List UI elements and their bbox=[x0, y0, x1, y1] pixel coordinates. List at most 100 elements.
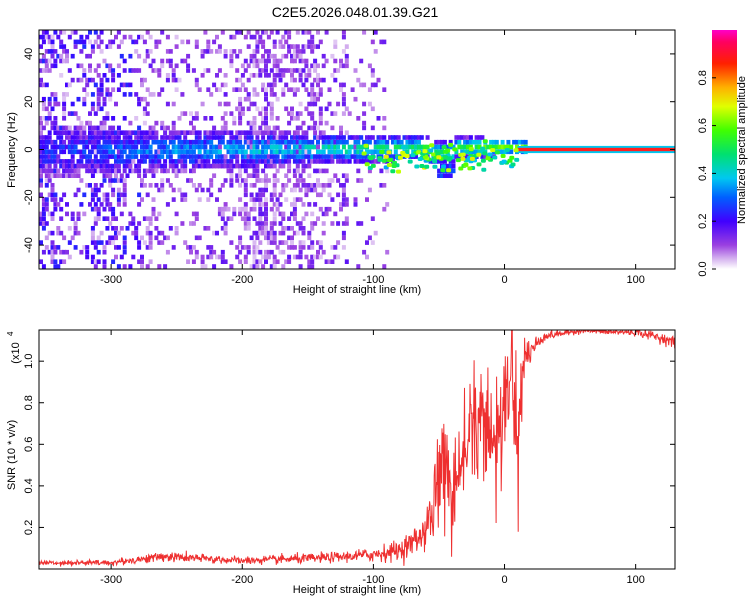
spectrogram-cell bbox=[200, 254, 205, 260]
spectrogram-cell bbox=[474, 139, 479, 145]
spectrogram-cell bbox=[359, 82, 364, 88]
snr-y-tick-label-1: 0.4 bbox=[23, 478, 35, 493]
spectrogram-cell bbox=[284, 30, 289, 35]
spectrogram-cell bbox=[252, 259, 257, 264]
spectrogram-cell bbox=[183, 149, 188, 155]
spectrogram-cell bbox=[73, 135, 78, 140]
spectrogram-cell bbox=[111, 39, 116, 45]
spectrogram-cell bbox=[53, 197, 58, 202]
spectrogram-cell bbox=[330, 144, 335, 150]
spectrogram-cell bbox=[90, 187, 95, 193]
spectrogram-cell bbox=[428, 148, 434, 153]
spectrogram-cell bbox=[445, 144, 450, 150]
spectrogram-cell bbox=[243, 211, 248, 217]
spectrogram-cell bbox=[88, 183, 92, 188]
spectrogram-cell bbox=[284, 240, 289, 245]
spectrogram-cell bbox=[142, 240, 147, 245]
spectrogram-cell bbox=[313, 144, 318, 150]
spectrogram-cell bbox=[160, 87, 165, 92]
spectrogram-cell bbox=[160, 183, 165, 188]
spectrogram-cell bbox=[223, 120, 228, 126]
spectrogram-cell bbox=[88, 125, 92, 131]
spectrogram-cell bbox=[316, 73, 320, 78]
spectrogram-cell bbox=[463, 139, 468, 145]
spectrogram-cell bbox=[341, 173, 346, 178]
spectrogram-cell bbox=[154, 168, 159, 174]
spectrogram-cell bbox=[111, 163, 116, 169]
spectrogram-cell bbox=[226, 216, 231, 221]
spectrogram-cell bbox=[56, 101, 61, 107]
spectrogram-cell bbox=[341, 183, 346, 188]
spectrogram-cell bbox=[203, 68, 208, 73]
spectrogram-cell bbox=[116, 87, 121, 92]
spectrogram-cell bbox=[356, 264, 361, 269]
spectrogram-cell bbox=[39, 259, 43, 264]
spectrogram-cell bbox=[318, 183, 323, 188]
spectrogram-cell bbox=[307, 187, 312, 193]
spectrogram-cell bbox=[359, 135, 364, 140]
spectrogram-cell bbox=[114, 163, 118, 169]
spectrogram-cell bbox=[148, 130, 153, 135]
spectrogram-cell bbox=[114, 178, 118, 183]
spectrogram-cell bbox=[189, 159, 193, 164]
spectrogram-cell bbox=[44, 159, 49, 164]
spectrogram-cell bbox=[232, 116, 237, 121]
spectrogram-cell bbox=[362, 159, 367, 164]
spectrogram-cell bbox=[362, 101, 367, 107]
spectrogram-cell bbox=[336, 68, 341, 73]
spectrogram-cell bbox=[99, 163, 104, 169]
spectrogram-cell bbox=[229, 163, 234, 169]
spectrogram-cell bbox=[122, 178, 127, 183]
spectrogram-cell bbox=[41, 68, 46, 73]
spectrogram-cell bbox=[316, 192, 320, 198]
spectrogram-cell bbox=[318, 92, 323, 97]
spectrogram-cell bbox=[246, 216, 251, 221]
spectrogram-cell bbox=[252, 139, 257, 145]
spectrogram-cell bbox=[70, 159, 75, 164]
spectrogram-cell bbox=[321, 221, 326, 226]
spectrogram-cell bbox=[85, 254, 90, 260]
spectrogram-cell bbox=[116, 202, 121, 207]
spectrogram-cell bbox=[65, 202, 69, 207]
spectrogram-cell bbox=[160, 240, 165, 245]
spectrogram-cell bbox=[41, 154, 46, 159]
spectrogram-cell bbox=[108, 63, 113, 69]
spectrogram-cell bbox=[105, 192, 110, 198]
spectrogram-cell bbox=[275, 159, 280, 164]
spectrogram-cell bbox=[191, 183, 196, 188]
spectrogram-cell bbox=[292, 44, 297, 49]
spectrogram-cell bbox=[65, 173, 69, 178]
spectrogram-cell bbox=[353, 96, 358, 102]
spectrogram-cell bbox=[99, 154, 104, 159]
spectrogram-cell bbox=[310, 49, 315, 54]
spectrogram-cell bbox=[272, 183, 277, 188]
spectrogram-cell bbox=[53, 30, 58, 35]
spectrogram-cell bbox=[339, 63, 343, 69]
spectrogram-cell bbox=[281, 216, 286, 221]
spectrogram-cell bbox=[240, 216, 245, 221]
spectrogram-cell bbox=[269, 163, 274, 169]
spectrogram-cell bbox=[151, 173, 156, 178]
spectrogram-cell bbox=[122, 202, 127, 207]
spectrogram-cell bbox=[301, 183, 306, 188]
spectrogram-cell bbox=[261, 230, 266, 236]
spectrogram-cell bbox=[486, 144, 491, 150]
spectrogram-cell bbox=[362, 249, 367, 255]
spectrogram-cell bbox=[53, 264, 58, 269]
spectrogram-cell bbox=[145, 130, 150, 135]
spectrogram-cell bbox=[411, 149, 416, 155]
spectrogram-cell bbox=[341, 221, 346, 226]
spectrogram-cell bbox=[96, 240, 101, 245]
spectrogram-cell bbox=[157, 154, 162, 159]
spectrogram-cell bbox=[111, 68, 116, 73]
spectrogram-cell bbox=[53, 249, 58, 255]
spectrogram-cell bbox=[56, 173, 61, 178]
spectrogram-cell bbox=[99, 39, 104, 45]
spectrogram-cell bbox=[59, 216, 64, 221]
spectrogram-cell bbox=[82, 163, 87, 169]
spectrogram-cell bbox=[272, 202, 277, 207]
spectrogram-cell bbox=[206, 149, 211, 155]
spectrogram-cell bbox=[148, 34, 153, 40]
spectrogram-cell bbox=[142, 96, 147, 102]
snr-y-tick-label-4: 1.0 bbox=[23, 354, 35, 369]
